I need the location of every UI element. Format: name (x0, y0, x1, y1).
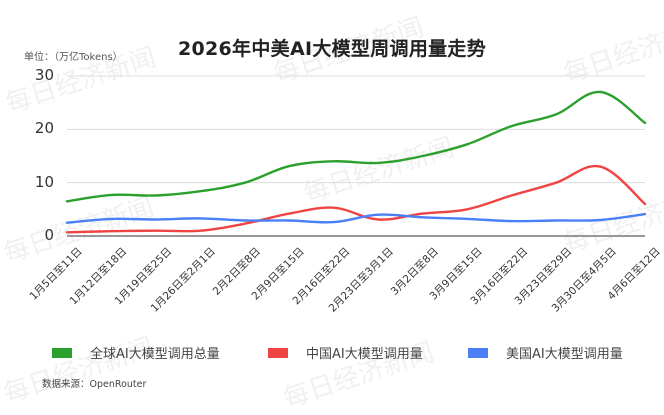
line-chart-plot (65, 75, 647, 237)
y-tick-label: 30 (34, 66, 54, 84)
series-global-line (65, 90, 647, 203)
chart-title: 2026年中美AI大模型周调用量走势 (177, 38, 487, 60)
unit-label: 单位：（万亿Tokens） (24, 52, 123, 63)
series-china-line (65, 164, 647, 234)
legend-label: 美国AI大模型调用量 (506, 347, 623, 362)
legend-swatch-icon (268, 347, 288, 358)
legend-swatch-icon (468, 347, 488, 358)
legend-swatch-icon (52, 347, 72, 358)
legend-label: 全球AI大模型调用总量 (90, 347, 220, 362)
series-usa-line (65, 212, 647, 224)
legend-label: 中国AI大模型调用量 (306, 347, 423, 362)
legend-item-global: 全球AI大模型调用总量 (52, 343, 220, 362)
legend-item-china: 中国AI大模型调用量 (268, 343, 423, 362)
y-tick-label: 10 (34, 172, 54, 191)
chart-legend: 全球AI大模型调用总量 中国AI大模型调用量 美国AI大模型调用量 (0, 343, 664, 362)
data-source: 数据来源：OpenRouter (42, 379, 147, 390)
legend-item-usa: 美国AI大模型调用量 (468, 343, 623, 362)
y-tick-label: 0 (44, 226, 54, 244)
y-tick-label: 20 (34, 119, 54, 138)
